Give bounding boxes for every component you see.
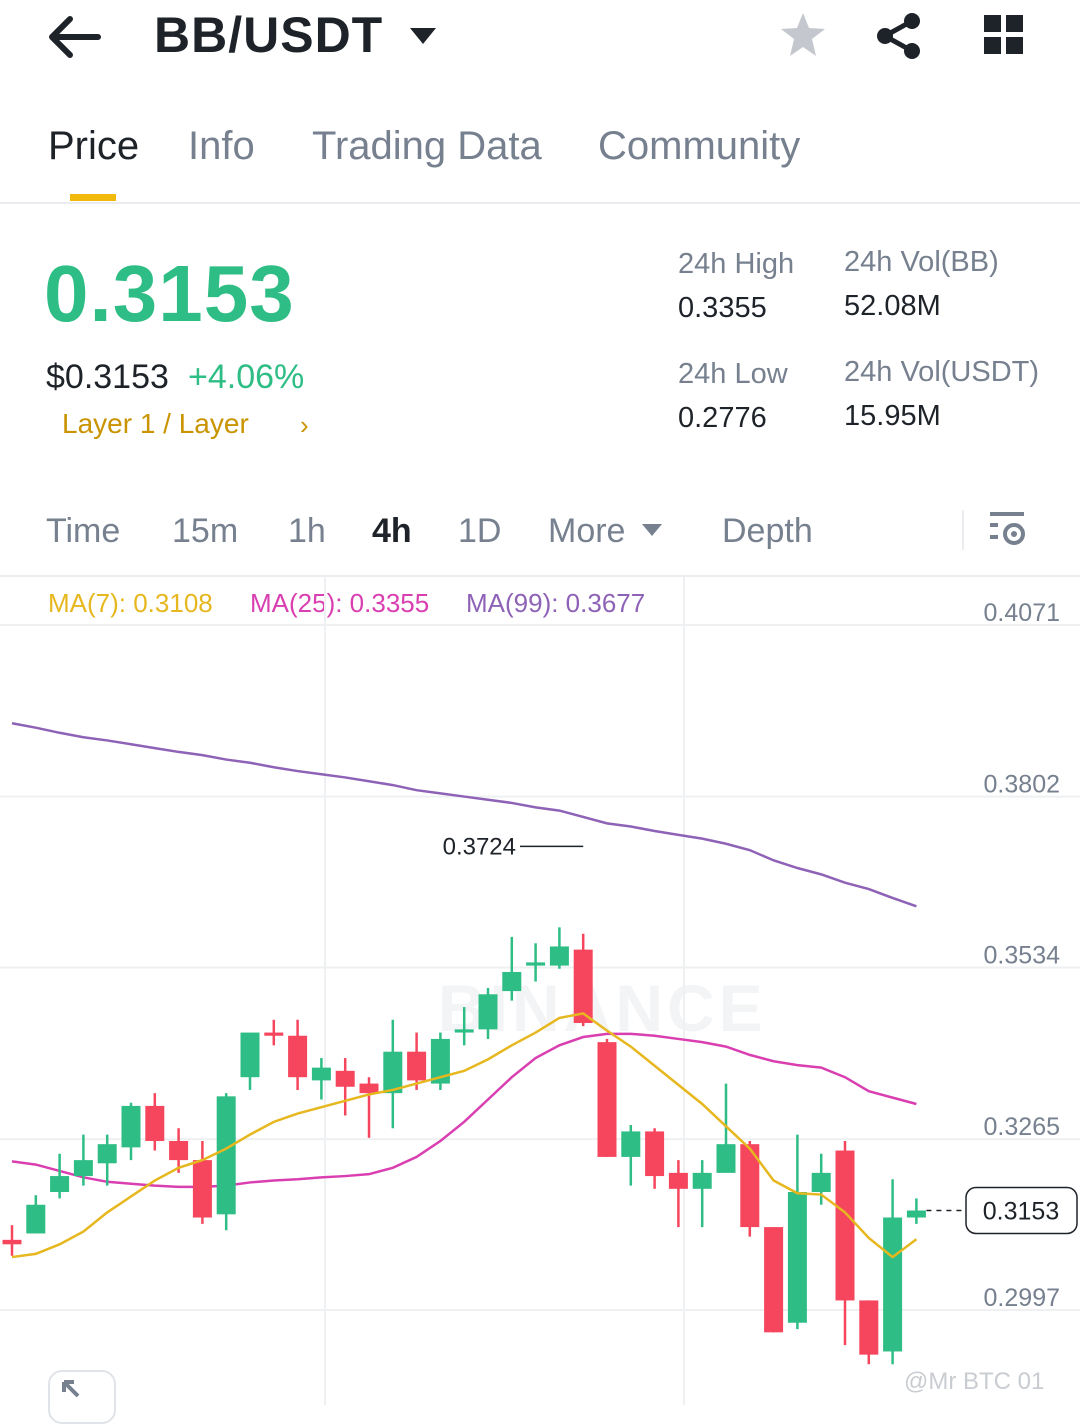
interval-15m[interactable]: 15m: [172, 512, 239, 550]
y-axis-label: 0.3534: [984, 942, 1061, 970]
ma99-label: MA(99): 0.3677: [466, 588, 646, 618]
tab-info[interactable]: Info: [188, 124, 255, 168]
tabs-divider: [0, 202, 1080, 204]
price-change-percent: +4.06%: [188, 358, 305, 396]
chevron-right-icon[interactable]: ›: [300, 410, 309, 440]
stat-low-value: 0.2776: [678, 402, 767, 434]
chart-top-divider: [0, 575, 1080, 577]
candle-body: [645, 1131, 665, 1177]
candle-body: [335, 1070, 355, 1087]
arrow-left-icon[interactable]: [48, 14, 104, 60]
stat-high-value: 0.3355: [678, 292, 767, 324]
y-axis-label: 0.3265: [984, 1113, 1060, 1141]
candle-body: [716, 1144, 736, 1173]
candle-body: [906, 1210, 926, 1218]
star-icon[interactable]: [778, 10, 828, 60]
candle-body: [692, 1172, 712, 1189]
last-price: 0.3153: [44, 249, 295, 338]
candle-body: [526, 962, 546, 966]
candle-body: [26, 1204, 46, 1234]
caret-down-icon[interactable]: [640, 522, 664, 538]
candle-body: [764, 1227, 784, 1333]
candle-body: [311, 1067, 331, 1081]
candle-body: [169, 1140, 189, 1161]
candle-body: [288, 1035, 308, 1078]
stat-high-label: 24h High: [678, 248, 795, 280]
candle-body: [359, 1083, 379, 1094]
header-bar: BB/USDT: [0, 0, 1080, 80]
tab-price[interactable]: Price: [48, 124, 140, 168]
stat-vol-quote-label: 24h Vol(USDT): [844, 356, 1040, 388]
candle-body: [97, 1144, 117, 1164]
candle-body: [811, 1172, 831, 1193]
stat-vol-base-value: 52.08M: [844, 290, 941, 322]
y-axis-label: 0.2997: [984, 1284, 1060, 1312]
candle-body: [121, 1105, 141, 1148]
candle-body: [430, 1038, 450, 1084]
candle-body: [264, 1032, 284, 1036]
candle-body: [597, 1042, 617, 1157]
usd-price: $0.3153: [46, 358, 169, 396]
interval-1h[interactable]: 1h: [288, 512, 326, 550]
candle-body: [145, 1105, 165, 1141]
candle-body: [668, 1172, 688, 1189]
tab-trading-data[interactable]: Trading Data: [312, 124, 542, 168]
y-axis-label: 0.3802: [984, 771, 1060, 799]
candle-body: [240, 1032, 260, 1078]
caret-down-icon[interactable]: [408, 26, 438, 46]
candle-body: [407, 1051, 427, 1081]
candle-body: [883, 1217, 903, 1352]
interval-1d[interactable]: 1D: [458, 512, 502, 550]
stat-low-label: 24h Low: [678, 358, 788, 390]
expand-chart-button[interactable]: [48, 1370, 116, 1424]
toolbar-separator: [962, 510, 964, 550]
ma25-label: MA(25): 0.3355: [250, 588, 430, 618]
candle-body: [383, 1051, 403, 1094]
candle-body: [454, 1029, 474, 1033]
candle-body: [573, 949, 593, 1023]
interval-time[interactable]: Time: [46, 512, 121, 550]
candle-body: [192, 1160, 212, 1218]
ma25-line: [11, 1032, 917, 1189]
candle-body: [859, 1300, 879, 1355]
share-icon[interactable]: [874, 12, 924, 60]
stat-vol-quote-value: 15.95M: [844, 400, 941, 432]
high-marker-label: 0.3724: [443, 833, 516, 860]
trading-pair-title[interactable]: BB/USDT: [154, 7, 384, 63]
candle-body: [2, 1239, 22, 1245]
candle-body: [787, 1192, 807, 1323]
ma7-label: MA(7): 0.3108: [48, 588, 213, 618]
candle-body: [502, 971, 522, 992]
interval-4h[interactable]: 4h: [372, 512, 412, 550]
grid-icon[interactable]: [982, 14, 1026, 56]
ma99-line: [11, 721, 917, 908]
current-price-tag: [965, 1186, 1078, 1235]
candle-body: [73, 1160, 93, 1177]
chart-settings-icon[interactable]: [986, 508, 1028, 550]
category-link[interactable]: Layer 1 / Layer: [62, 408, 249, 439]
depth-tab[interactable]: Depth: [722, 512, 813, 550]
interval-more[interactable]: More: [548, 512, 626, 550]
credit-text: @Mr BTC 01: [904, 1368, 1045, 1395]
active-tab-indicator: [70, 194, 116, 201]
ma7-line: [11, 1012, 918, 1259]
candle-body: [50, 1176, 70, 1193]
candle-body: [835, 1150, 855, 1301]
current-price-label: 0.3153: [983, 1198, 1059, 1226]
candle-body: [740, 1144, 760, 1228]
y-axis-label: 0.4071: [984, 599, 1060, 627]
candle-body: [549, 946, 569, 966]
tab-community[interactable]: Community: [598, 124, 801, 168]
candle-body: [216, 1096, 236, 1215]
candle-body: [478, 994, 498, 1030]
stat-vol-base-label: 24h Vol(BB): [844, 246, 999, 278]
candle-body: [621, 1131, 641, 1157]
